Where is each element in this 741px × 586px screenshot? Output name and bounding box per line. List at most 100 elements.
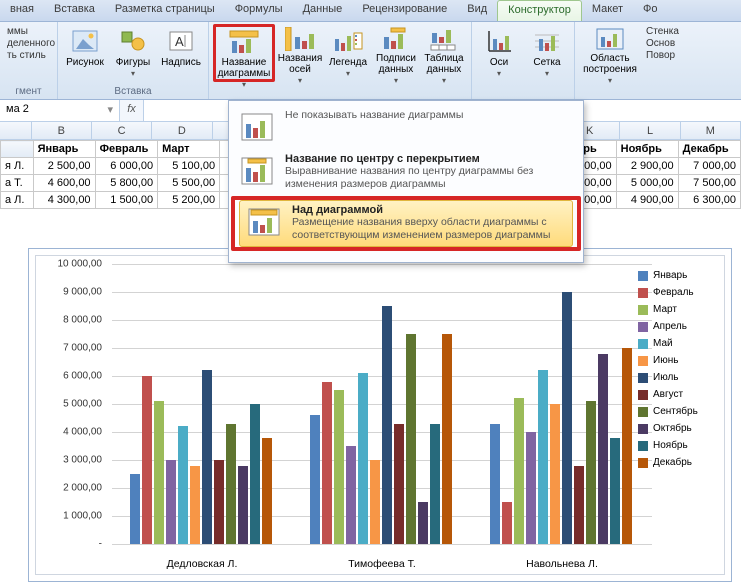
bar[interactable] (418, 502, 428, 544)
bar[interactable] (538, 370, 548, 544)
column-header[interactable]: M (681, 122, 741, 139)
bar[interactable] (610, 438, 620, 544)
dd-above-desc: Размещение названия вверху области диагр… (292, 216, 566, 242)
bar[interactable] (394, 424, 404, 544)
ribbon-tab[interactable]: Вид (457, 0, 497, 21)
legend-item[interactable]: Май (638, 338, 716, 349)
bar[interactable] (142, 376, 152, 544)
plot-area-icon (594, 27, 626, 51)
ribbon-tab[interactable]: Вставка (44, 0, 105, 21)
bar[interactable] (310, 415, 320, 544)
gridlines-label: Сетка (533, 57, 560, 68)
column-header[interactable]: C (92, 122, 152, 139)
ribbon-tab[interactable]: Формулы (225, 0, 293, 21)
picture-label: Рисунок (66, 57, 104, 68)
bar[interactable] (238, 466, 248, 544)
ribbon-tab[interactable]: вная (0, 0, 44, 21)
legend-item[interactable]: Март (638, 304, 716, 315)
axis-title-label: Названия осей (278, 53, 323, 75)
bar[interactable] (250, 404, 260, 544)
bar[interactable] (178, 426, 188, 544)
dd-item-none[interactable]: Не показывать название диаграммы (229, 105, 583, 149)
ribbon-tab[interactable]: Рецензирование (352, 0, 457, 21)
chart-title-dropdown: Не показывать название диаграммы Названи… (228, 100, 584, 263)
chart-title-icon (228, 29, 260, 55)
bar[interactable] (562, 292, 572, 544)
plot-area-button[interactable]: Область построения (579, 24, 641, 82)
ribbon-tab[interactable]: Макет (582, 0, 633, 21)
column-header[interactable] (0, 122, 32, 139)
bar[interactable] (346, 446, 356, 544)
legend-item[interactable]: Ноябрь (638, 440, 716, 451)
data-table-icon (428, 27, 460, 51)
textbox-button[interactable]: A Надпись (158, 24, 204, 82)
legend-item[interactable]: Январь (638, 270, 716, 281)
column-header[interactable]: D (152, 122, 212, 139)
bar[interactable] (622, 348, 632, 544)
data-labels-icon (380, 27, 412, 51)
bar[interactable] (526, 432, 536, 544)
legend-item[interactable]: Июнь (638, 355, 716, 366)
axis-title-button[interactable]: Названия осей (277, 24, 323, 82)
ribbon-group-title: гмент (4, 85, 53, 99)
bar[interactable] (190, 466, 200, 544)
bar[interactable] (586, 401, 596, 544)
column-header[interactable]: L (620, 122, 680, 139)
shapes-icon (117, 27, 149, 55)
bar[interactable] (574, 466, 584, 544)
legend-item[interactable]: Октябрь (638, 423, 716, 434)
bar[interactable] (370, 460, 380, 544)
bar[interactable] (202, 370, 212, 544)
bar[interactable] (334, 390, 344, 544)
shapes-button[interactable]: Фигуры (110, 24, 156, 82)
bar[interactable] (490, 424, 500, 544)
picture-icon (69, 27, 101, 55)
bar[interactable] (322, 382, 332, 544)
chart-title-button[interactable]: Название диаграммы (213, 24, 275, 82)
legend-item[interactable]: Август (638, 389, 716, 400)
bar[interactable] (226, 424, 236, 544)
dd-item-center[interactable]: Название по центру с перекрытием Выравни… (229, 149, 583, 195)
ribbon-tab[interactable]: Конструктор (497, 0, 582, 21)
axes-button[interactable]: Оси (476, 24, 522, 82)
picture-button[interactable]: Рисунок (62, 24, 108, 82)
bar[interactable] (430, 424, 440, 544)
bar[interactable] (514, 398, 524, 544)
embedded-chart[interactable]: 10 000,009 000,008 000,007 000,006 000,0… (28, 248, 732, 582)
ribbon-tab[interactable]: Разметка страницы (105, 0, 225, 21)
data-table-button[interactable]: Таблица данных (421, 24, 467, 82)
data-labels-label: Подписи данных (375, 53, 417, 75)
ribbon-group-insert-title: Вставка (62, 85, 204, 99)
ribbon-tab[interactable]: Данные (293, 0, 353, 21)
column-header[interactable]: B (32, 122, 92, 139)
dd-center-title: Название по центру с перекрытием (285, 153, 573, 165)
data-labels-button[interactable]: Подписи данных (373, 24, 419, 82)
chart-legend: Январь Февраль Март Апрель Май Июнь Июль Август… (638, 270, 716, 474)
gridlines-button[interactable]: Сетка (524, 24, 570, 82)
bar[interactable] (130, 474, 140, 544)
legend-item[interactable]: Апрель (638, 321, 716, 332)
bar[interactable] (262, 438, 272, 544)
dd-none-desc: Не показывать название диаграммы (285, 109, 463, 122)
bar[interactable] (550, 404, 560, 544)
dd-item-above[interactable]: Над диаграммой Размещение названия вверх… (239, 200, 573, 246)
legend-item[interactable]: Сентябрь (638, 406, 716, 417)
legend-item[interactable]: Июль (638, 372, 716, 383)
bar[interactable] (442, 334, 452, 544)
bar[interactable] (166, 460, 176, 544)
bar[interactable] (214, 460, 224, 544)
gridlines-icon (531, 27, 563, 55)
data-table-label: Таблица данных (423, 53, 465, 75)
name-box[interactable]: ма 2 ▾ (0, 100, 120, 121)
legend-item[interactable]: Февраль (638, 287, 716, 298)
bar[interactable] (406, 334, 416, 544)
legend-item[interactable]: Декабрь (638, 457, 716, 468)
bar[interactable] (382, 306, 392, 544)
bar[interactable] (154, 401, 164, 544)
bar[interactable] (502, 502, 512, 544)
bar[interactable] (598, 354, 608, 544)
fx-icon[interactable]: fx (120, 100, 144, 121)
ribbon-tab[interactable]: Фо (633, 0, 667, 21)
bar[interactable] (358, 373, 368, 544)
legend-button[interactable]: Легенда (325, 24, 371, 82)
